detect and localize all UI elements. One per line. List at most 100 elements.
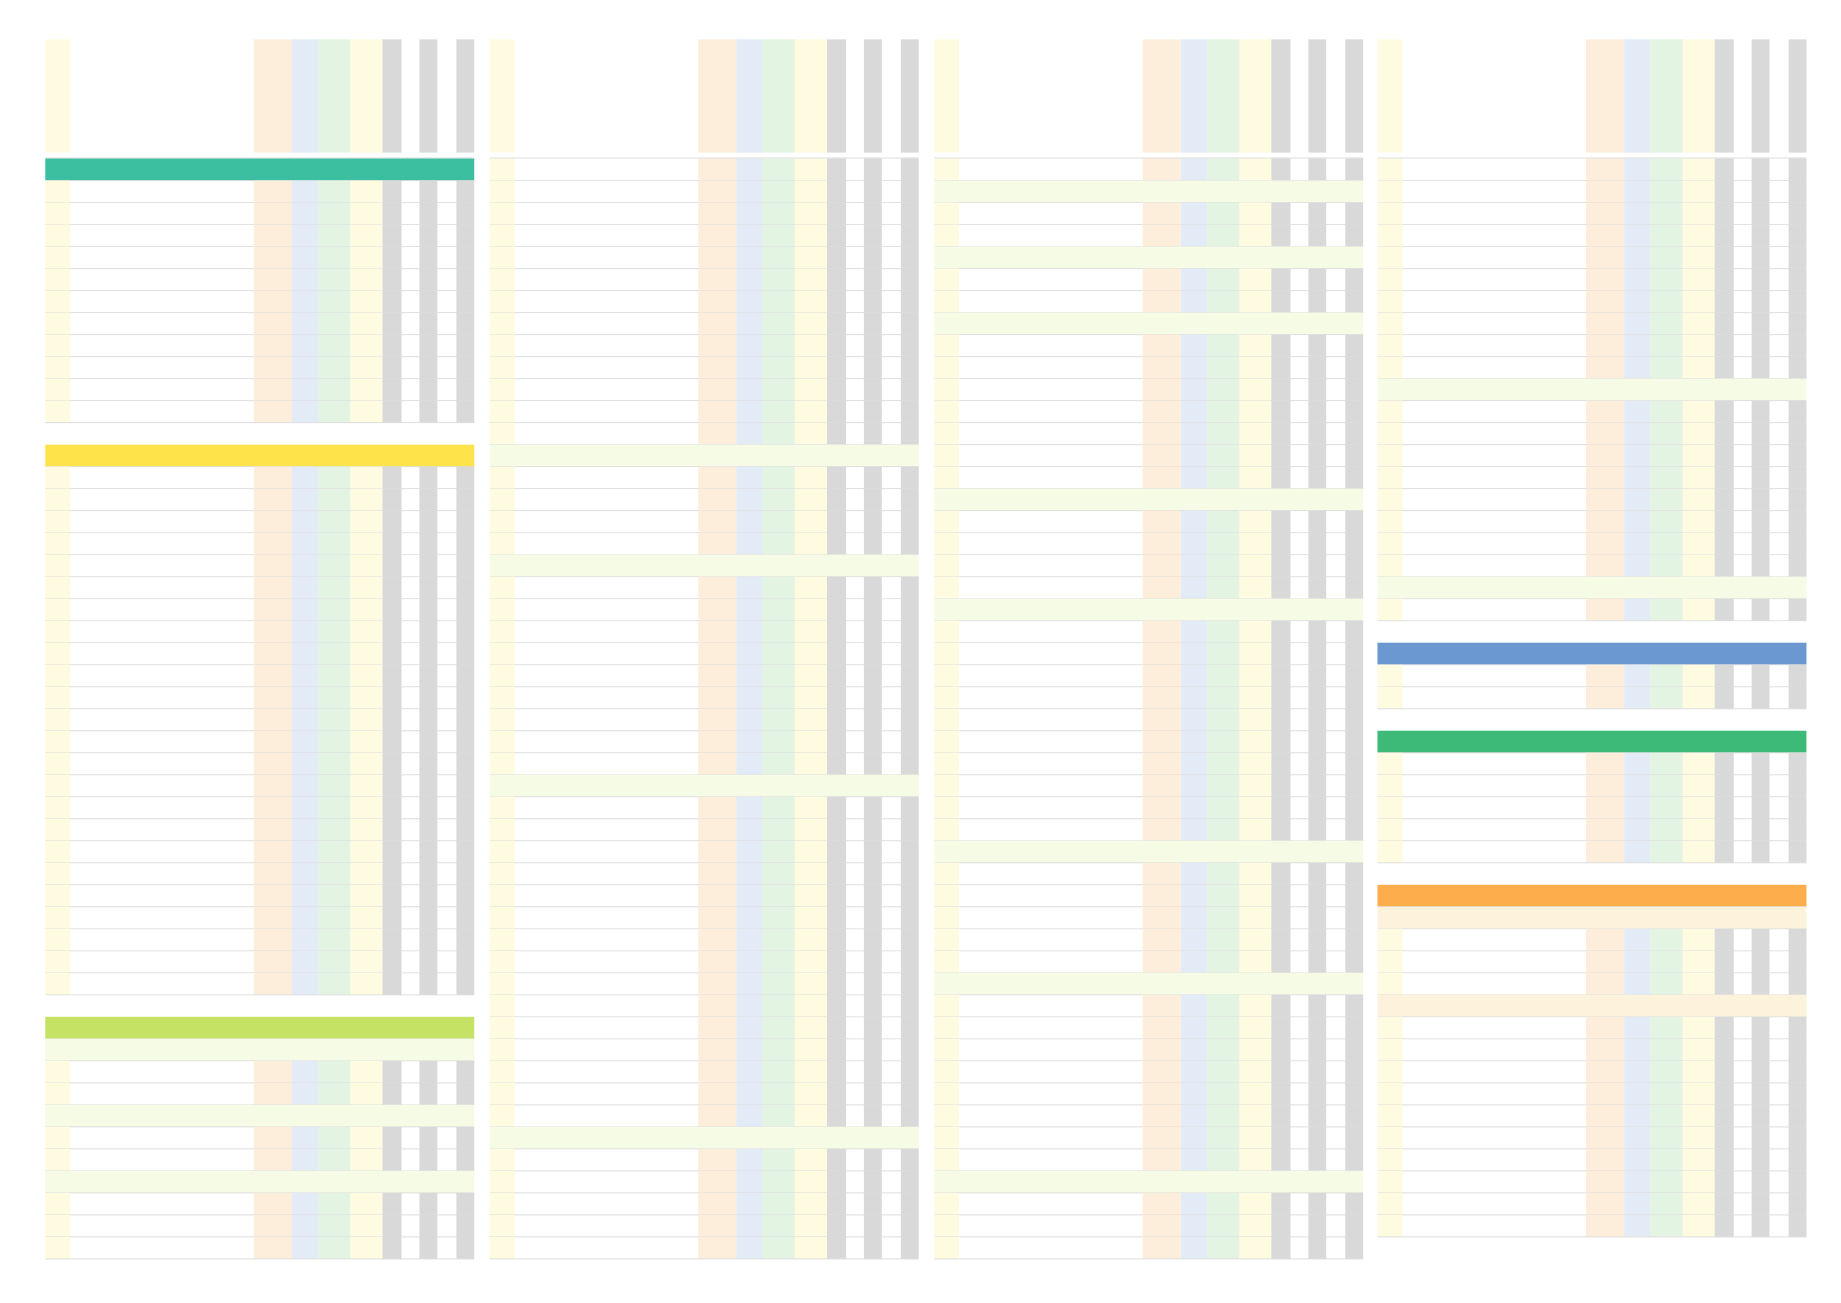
cell-column [318,268,351,291]
cell-column [762,730,795,754]
section-band [1377,884,1807,908]
cell-column [900,290,919,313]
cell-column [1142,642,1181,666]
cell-column [1239,1192,1272,1216]
header-column [1714,39,1734,153]
cell-column [698,1170,737,1194]
cell-column [1788,356,1807,379]
cell-column [291,1148,319,1172]
cell-column [1788,554,1807,578]
cell-column [698,576,737,600]
cell-column [794,510,827,534]
cell-column [318,774,351,798]
header-column [1586,39,1625,153]
cell-column [1180,158,1208,181]
cell-column [350,1214,383,1238]
cell-column [253,378,292,401]
cell-column [350,752,383,776]
cell-column [419,246,438,269]
cell-column [1586,246,1625,269]
cell-column [45,884,71,908]
cell-column [1751,202,1770,225]
subheader-band [934,840,1364,864]
cell-column [350,664,383,688]
cell-column [863,1192,882,1216]
cell-column [456,576,475,600]
cell-column [1142,356,1181,379]
cell-column [456,224,475,247]
subheader-band [45,1038,475,1062]
cell-column [1650,1060,1683,1084]
cell-column [489,1192,515,1216]
cell-column [1308,686,1327,710]
cell-column [794,290,827,313]
cell-column [863,862,882,886]
cell-column [291,708,319,732]
cell-column [698,752,737,776]
cell-column [736,334,763,357]
cell-column [45,1126,71,1150]
cell-column [698,686,737,710]
cell-column [45,906,71,930]
cell-column [934,994,960,1018]
cell-column [1788,1104,1807,1128]
cell-column [1377,554,1403,578]
cell-column [1271,774,1291,798]
cell-column [489,1148,515,1172]
cell-column [489,1016,515,1040]
cell-column [456,1214,475,1238]
cell-column [698,1060,737,1084]
cell-column [1751,488,1770,512]
section-band [1377,730,1807,754]
cell-column [863,422,882,445]
cell-column [45,400,71,423]
cell-column [253,818,292,842]
cell-column [762,1016,795,1040]
cell-column [1345,1060,1364,1084]
cell-column [382,554,402,578]
cell-column [456,884,475,908]
cell-column [1271,950,1291,974]
cell-column [900,862,919,886]
cell-column [1271,202,1291,225]
cell-column [1586,1104,1625,1128]
cell-column [826,1016,847,1040]
cell-column [45,598,71,622]
cell-column [863,730,882,754]
subheader-band [1377,378,1807,401]
subheader-band [934,972,1364,996]
cell-column [1586,488,1625,512]
cell-column [1308,818,1327,842]
cell-column [826,972,847,996]
cell-column [1239,356,1272,379]
cell-column [762,1214,795,1238]
cell-column [253,774,292,798]
cell-column [934,862,960,886]
cell-column [489,400,515,423]
cell-column [1788,334,1807,357]
cell-column [456,928,475,952]
cell-column [45,1148,71,1172]
cell-column [1586,686,1625,710]
cell-column [762,1170,795,1194]
cell-column [698,818,737,842]
cell-column [1714,1126,1734,1150]
cell-column [1788,532,1807,556]
cell-column [1586,202,1625,225]
cell-column [1180,950,1208,974]
cell-column [1377,796,1403,820]
cell-column [253,312,292,335]
cell-column [1271,158,1291,181]
cell-column [350,334,383,357]
cell-column [1751,246,1770,269]
cell-column [1682,598,1715,622]
cell-column [736,1104,763,1128]
cell-column [1271,1016,1291,1040]
cell-column [1714,840,1734,864]
cell-column [1714,686,1734,710]
cell-column [1239,576,1272,600]
cell-column [863,620,882,644]
cell-column [1586,928,1625,952]
cell-column [419,664,438,688]
cell-column [1682,1104,1715,1128]
